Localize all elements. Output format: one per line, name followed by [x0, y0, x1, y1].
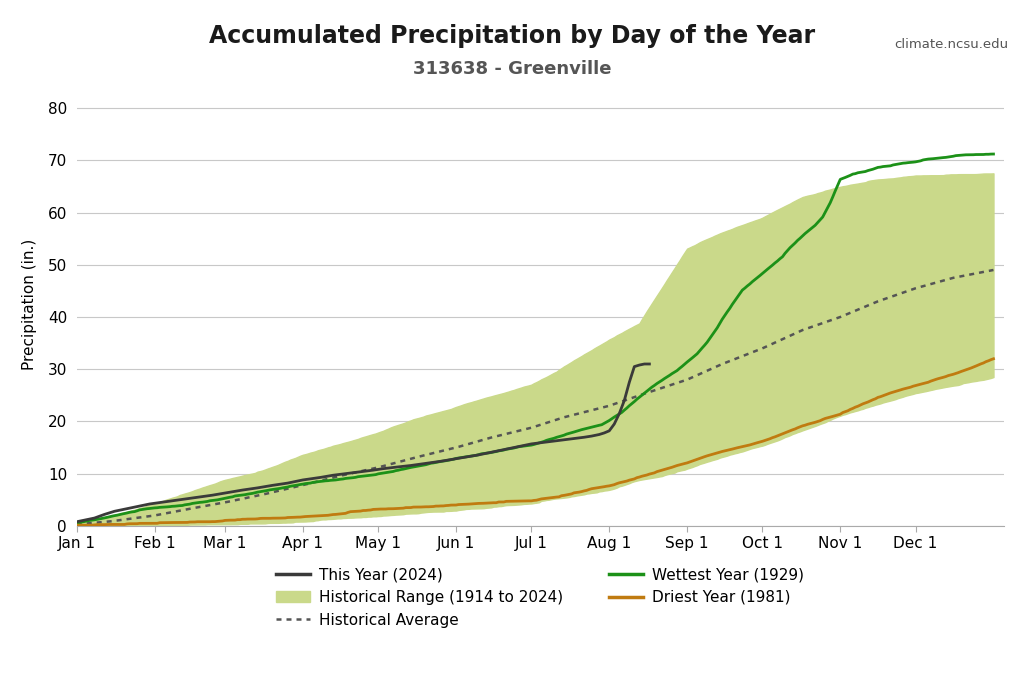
- Legend: This Year (2024), Historical Range (1914 to 2024), Historical Average, Wettest Y: This Year (2024), Historical Range (1914…: [270, 561, 810, 634]
- Y-axis label: Precipitation (in.): Precipitation (in.): [22, 238, 37, 370]
- Text: Accumulated Precipitation by Day of the Year: Accumulated Precipitation by Day of the …: [209, 24, 815, 48]
- Text: 313638 - Greenville: 313638 - Greenville: [413, 60, 611, 78]
- Text: climate.ncsu.edu: climate.ncsu.edu: [895, 38, 1009, 51]
